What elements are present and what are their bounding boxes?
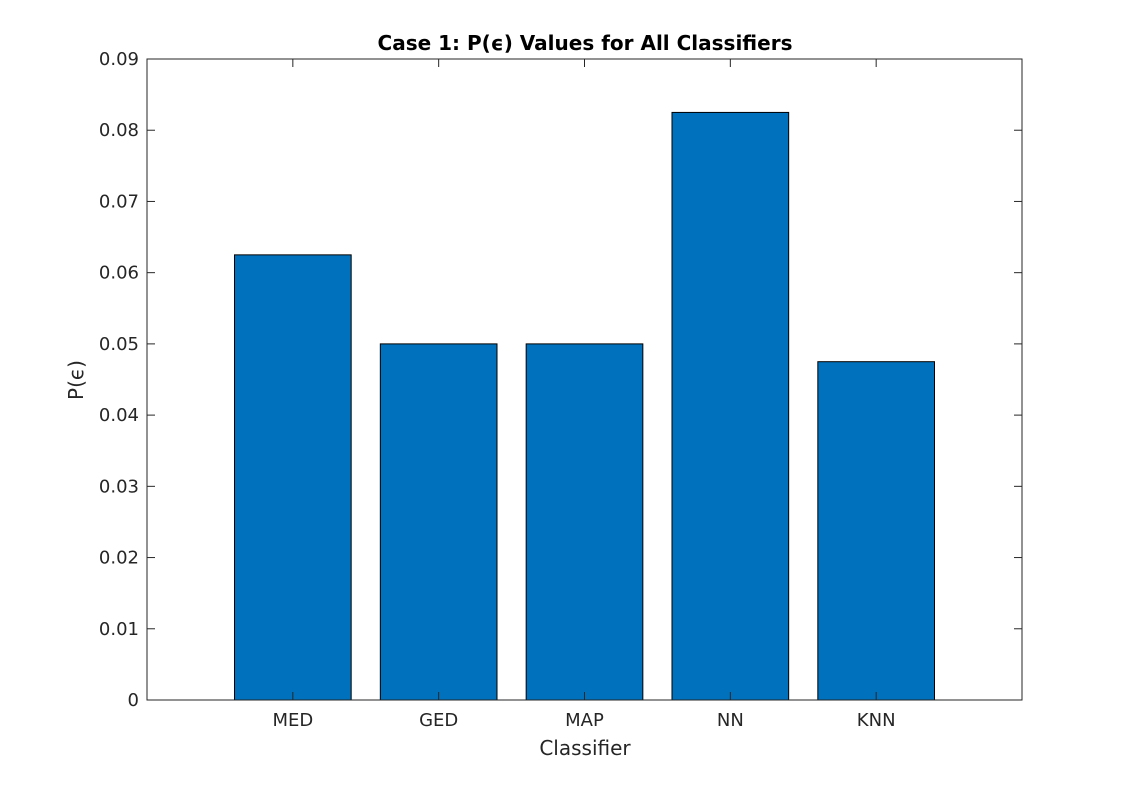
- plot-area-frame: [146, 58, 1023, 701]
- x-tick-label-map: MAP: [565, 710, 604, 731]
- y-tick-label-3: 0.03: [99, 476, 139, 497]
- y-axis-title: P(ϵ): [64, 360, 88, 400]
- x-tick-label-ged: GED: [419, 710, 458, 731]
- y-tick-label-4: 0.04: [99, 405, 139, 426]
- chart-title: Case 1: P(ϵ) Values for All Classifiers: [378, 31, 793, 55]
- bar-map: [525, 343, 644, 701]
- y-tick-label-2: 0.02: [99, 548, 139, 569]
- bar-ged: [379, 343, 498, 701]
- x-axis-title: Classifier: [539, 736, 631, 760]
- bars-layer: [234, 111, 936, 701]
- bar-knn: [817, 361, 936, 701]
- x-tick-label-med: MED: [272, 710, 313, 731]
- y-tick-label-6: 0.06: [99, 263, 139, 284]
- bar-med: [234, 254, 352, 701]
- x-tick-label-knn: KNN: [857, 710, 896, 731]
- x-tick-label-nn: NN: [717, 710, 744, 731]
- y-tick-label-8: 0.08: [99, 120, 139, 141]
- y-tick-label-5: 0.05: [99, 334, 139, 355]
- y-tick-label-0: 0: [128, 690, 139, 711]
- y-tick-label-7: 0.07: [99, 191, 139, 212]
- y-tick-label-1: 0.01: [99, 619, 139, 640]
- bar-nn: [671, 111, 790, 701]
- ticks-layer: MED GED MAP NN KNN 0 0.01 0.02 0.03 0.04 0.05 0.06 0…: [99, 49, 1022, 731]
- y-tick-label-9: 0.09: [99, 49, 139, 70]
